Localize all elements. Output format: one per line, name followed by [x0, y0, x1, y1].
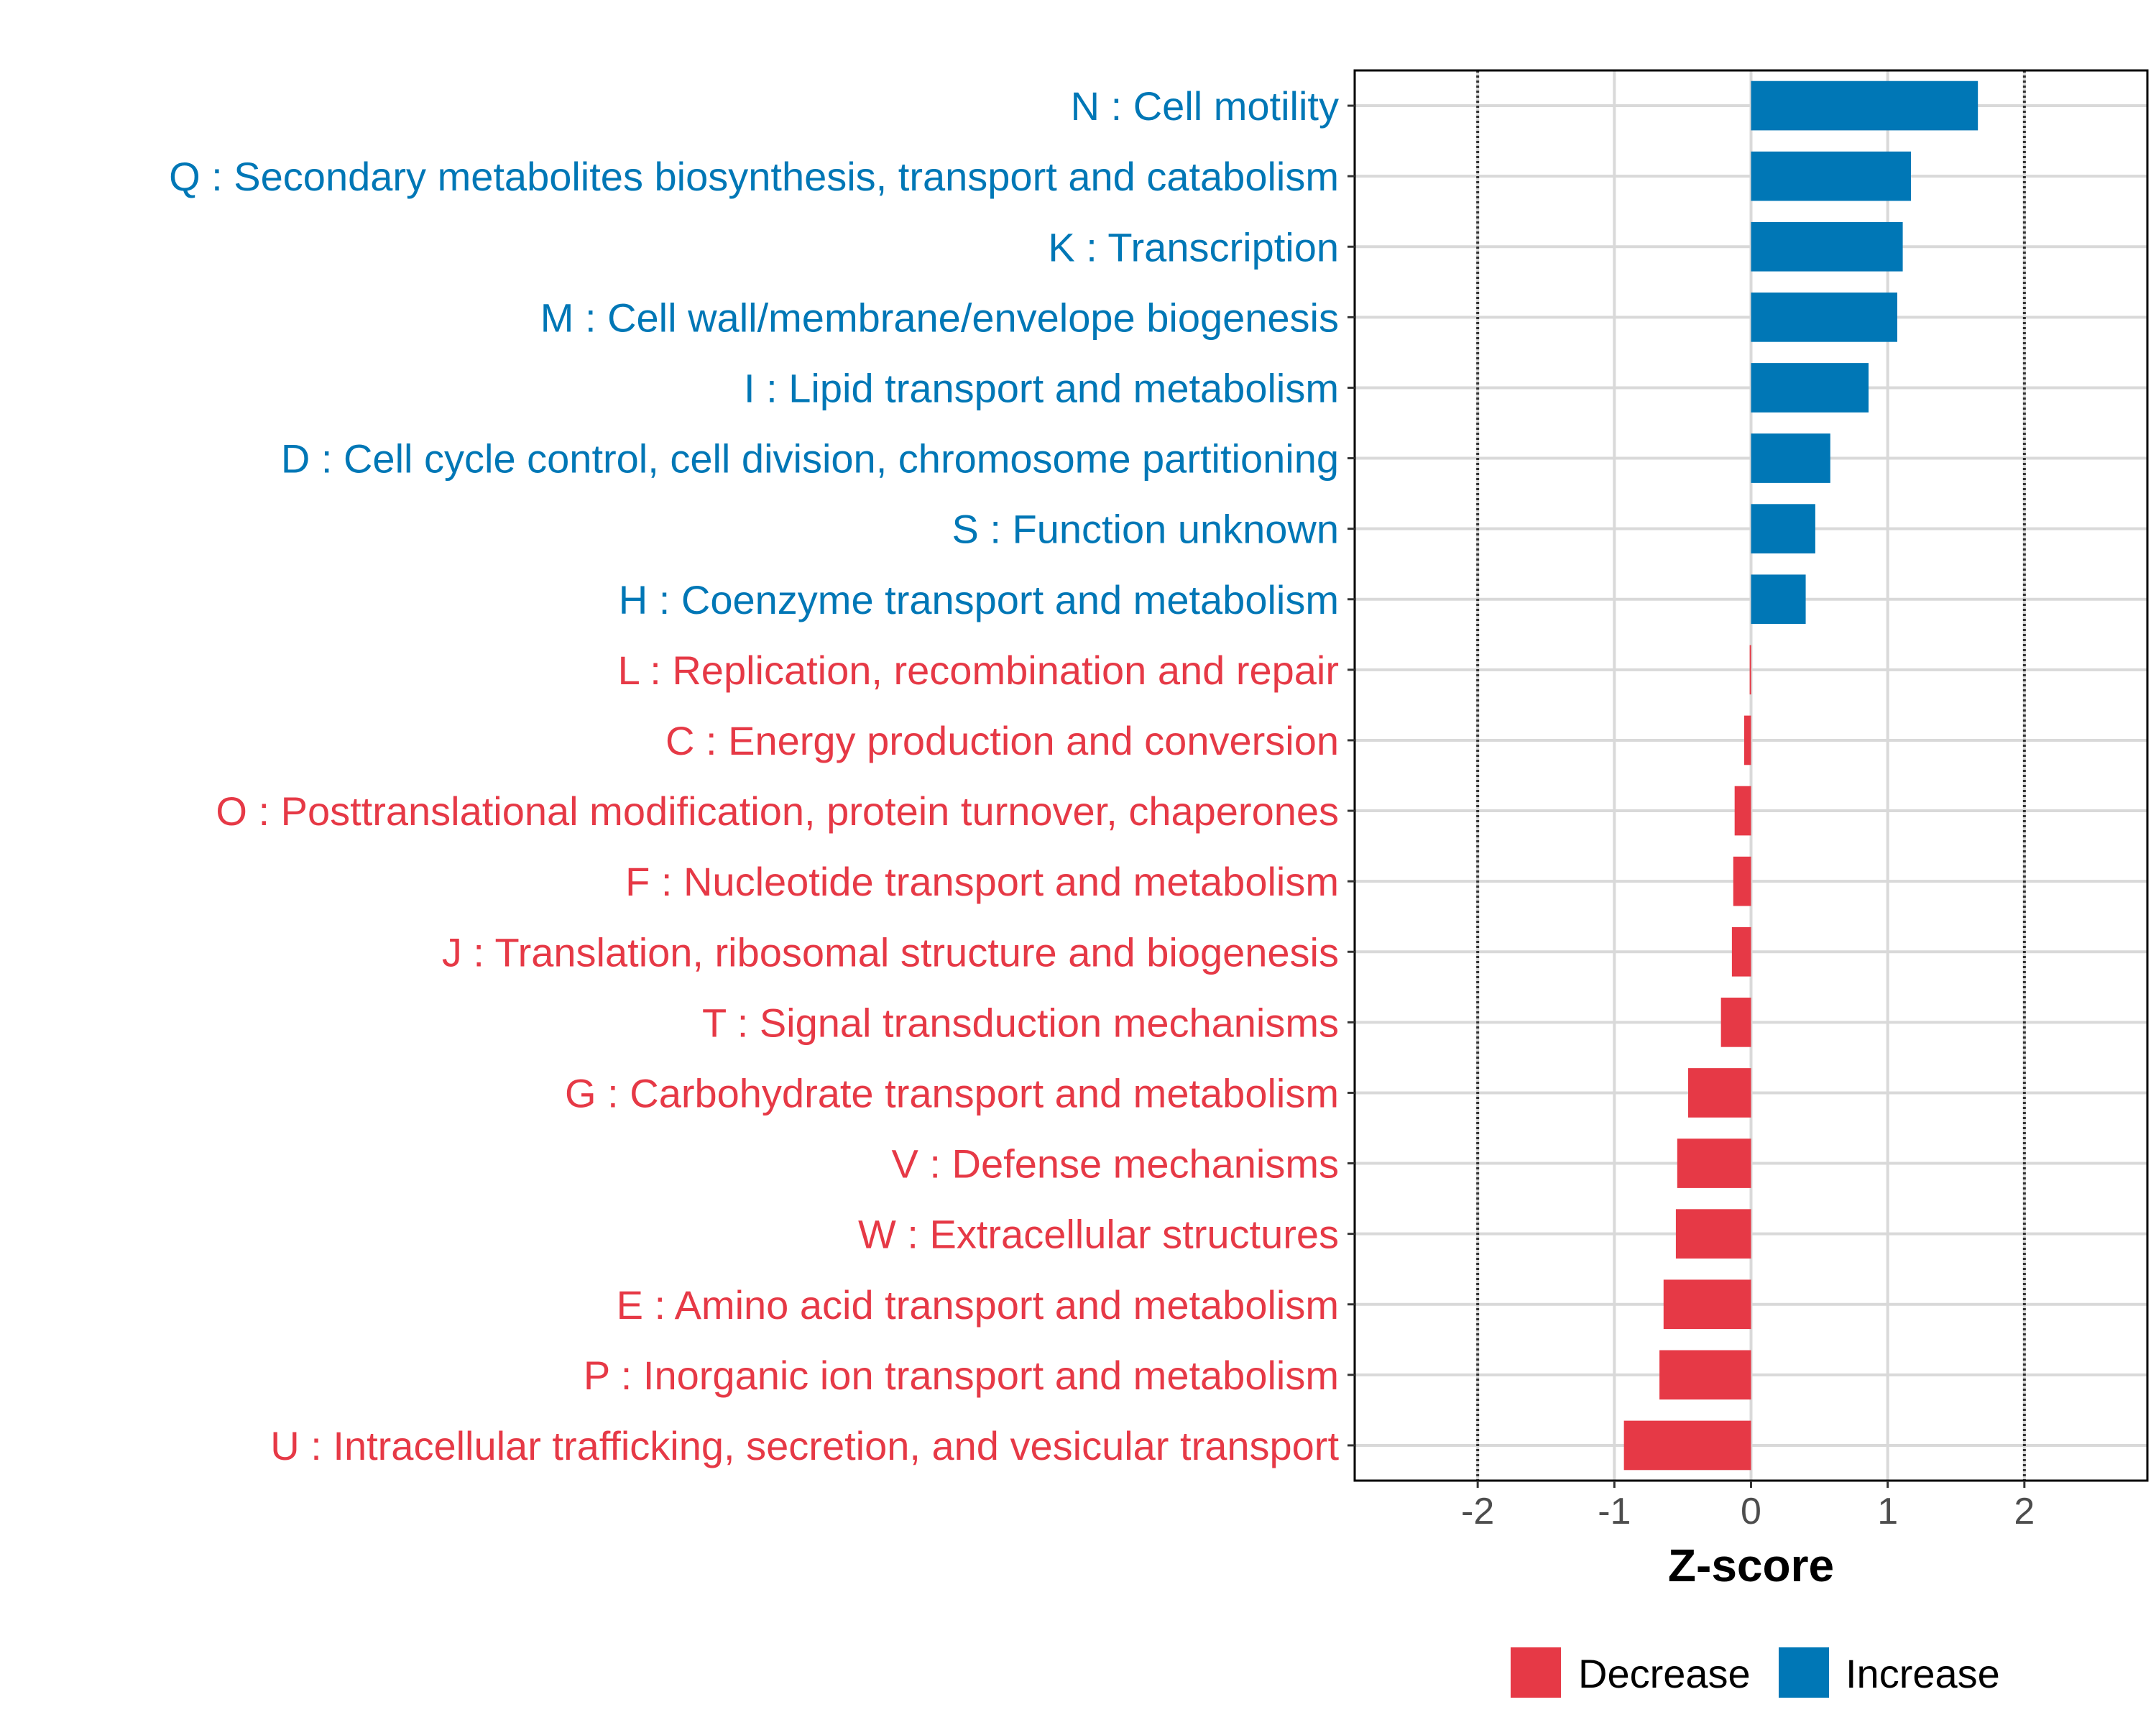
category-label: J : Translation, ribosomal structure and…: [442, 929, 1339, 975]
category-label: E : Amino acid transport and metabolism: [617, 1282, 1339, 1328]
category-label: L : Replication, recombination and repai…: [618, 648, 1339, 693]
category-label: Q : Secondary metabolites biosynthesis, …: [169, 154, 1339, 199]
category-label: T : Signal transduction mechanisms: [702, 1000, 1339, 1045]
bar: [1751, 574, 1806, 624]
bar: [1688, 1068, 1751, 1118]
bar: [1751, 293, 1897, 342]
x-tick-label: -2: [1461, 1491, 1494, 1532]
category-labels: N : Cell motility Q : Secondary metabolit…: [169, 83, 1339, 1468]
x-tick-layer: -2 -1 0 1 2: [1461, 1481, 2035, 1532]
x-axis-title: Z-score: [1668, 1540, 1834, 1591]
bar: [1721, 998, 1751, 1047]
legend-swatch-increase: [1779, 1647, 1829, 1698]
category-label: G : Carbohydrate transport and metabolis…: [565, 1070, 1339, 1116]
bar: [1733, 857, 1751, 906]
x-tick-label: -1: [1598, 1491, 1631, 1532]
bar: [1751, 504, 1815, 553]
bar: [1750, 645, 1751, 695]
category-label: M : Cell wall/membrane/envelope biogenes…: [540, 295, 1339, 340]
category-label: N : Cell motility: [1071, 83, 1339, 129]
bar: [1751, 222, 1903, 272]
x-tick-label: 1: [1877, 1491, 1898, 1532]
category-label: H : Coenzyme transport and metabolism: [619, 577, 1339, 622]
bar: [1751, 433, 1830, 483]
bar: [1732, 927, 1751, 977]
x-tick-label: 2: [2014, 1491, 2035, 1532]
bar: [1751, 81, 1978, 131]
category-label: C : Energy production and conversion: [665, 718, 1339, 763]
bar: [1751, 363, 1869, 413]
category-label: I : Lipid transport and metabolism: [744, 365, 1339, 410]
category-label: O : Posttranslational modification, prot…: [216, 788, 1339, 834]
bar-layer: [1624, 81, 1978, 1471]
bar: [1676, 1209, 1751, 1259]
category-label: U : Intracellular trafficking, secretion…: [270, 1423, 1339, 1468]
category-label: K : Transcription: [1048, 224, 1339, 270]
category-label: P : Inorganic ion transport and metaboli…: [584, 1353, 1339, 1398]
grid-layer: [1355, 70, 2147, 1481]
bar: [1624, 1421, 1751, 1471]
bar: [1677, 1138, 1751, 1188]
category-label: W : Extracellular structures: [858, 1212, 1339, 1257]
bar: [1735, 786, 1751, 836]
legend-swatch-decrease: [1511, 1647, 1561, 1698]
category-label: F : Nucleotide transport and metabolism: [625, 859, 1339, 904]
bar: [1659, 1351, 1751, 1400]
category-label: D : Cell cycle control, cell division, c…: [281, 436, 1339, 482]
category-label: V : Defense mechanisms: [892, 1141, 1339, 1187]
x-tick-label: 0: [1741, 1491, 1761, 1532]
bar: [1751, 152, 1912, 201]
bar: [1744, 716, 1751, 765]
legend-label-increase: Increase: [1846, 1651, 2000, 1696]
legend-label-decrease: Decrease: [1578, 1651, 1751, 1696]
bar: [1664, 1279, 1751, 1329]
legend: Decrease Increase: [1511, 1647, 2000, 1698]
category-label: S : Function unknown: [952, 507, 1339, 552]
zscore-bar-chart: N : Cell motility Q : Secondary metabolit…: [0, 0, 2156, 1725]
